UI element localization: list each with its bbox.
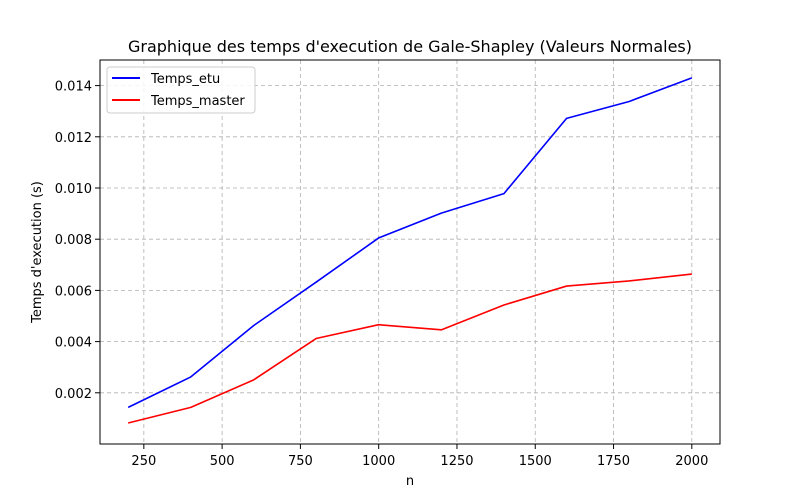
y-axis-ticks: 0.002 0.004 0.006 0.008 0.010 0.012 0.014 — [55, 80, 100, 402]
x-tick-label: 750 — [288, 454, 313, 469]
y-tick-label: 0.012 — [55, 131, 92, 146]
legend: Temps_etu Temps_master — [106, 66, 256, 114]
y-tick-label: 0.008 — [55, 233, 92, 248]
series-line-temps-etu — [127, 77, 693, 409]
legend-box — [106, 66, 256, 114]
x-axis-label: n — [406, 474, 414, 489]
legend-label-temps-master: Temps_master — [150, 94, 245, 109]
chart-title: Graphique des temps d'execution de Gale-… — [128, 37, 692, 56]
series-lines — [127, 77, 693, 424]
plot-frame — [99, 59, 721, 445]
x-tick-label: 2000 — [675, 454, 708, 469]
x-tick-label: 1000 — [362, 454, 395, 469]
x-tick-label: 1250 — [440, 454, 473, 469]
y-tick-label: 0.004 — [55, 336, 92, 351]
y-tick-label: 0.014 — [55, 80, 92, 95]
series-line-temps-master — [127, 273, 692, 424]
grid-lines — [100, 60, 720, 444]
y-tick-label: 0.010 — [55, 182, 92, 197]
x-axis-ticks: 250 500 750 1000 1250 1500 1750 2000 — [131, 444, 708, 469]
y-tick-label: 0.002 — [55, 387, 92, 402]
x-tick-label: 500 — [210, 454, 235, 469]
y-axis-label: Temps d'execution (s) — [30, 181, 45, 324]
x-tick-label: 1750 — [597, 454, 630, 469]
x-tick-label: 1500 — [519, 454, 552, 469]
y-tick-label: 0.006 — [55, 284, 92, 299]
x-tick-label: 250 — [131, 454, 156, 469]
legend-label-temps-etu: Temps_etu — [150, 72, 220, 87]
